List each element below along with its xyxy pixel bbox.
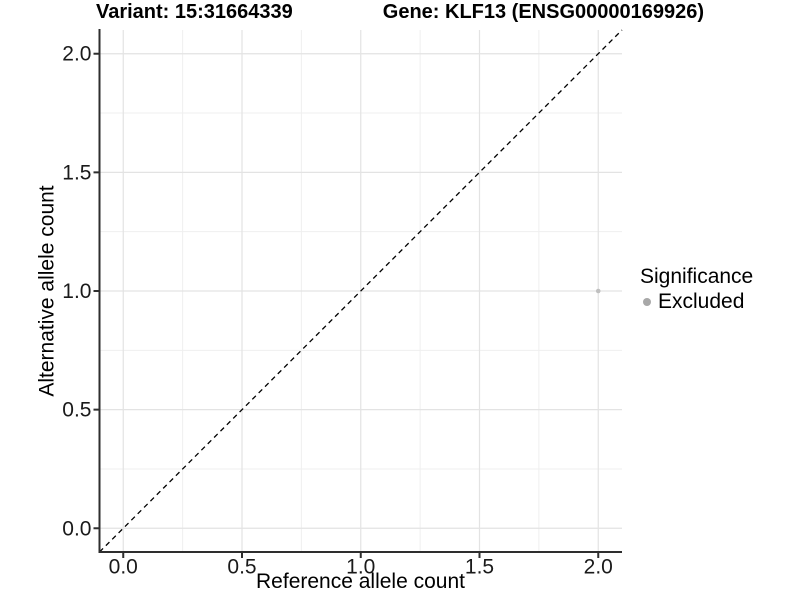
plot-title-gene: Gene: KLF13 (ENSG00000169926) xyxy=(382,1,705,23)
x-tick-label: 1.5 xyxy=(465,555,494,578)
x-tick-label: 1.0 xyxy=(346,555,375,578)
legend-item-excluded: Excluded xyxy=(640,290,753,314)
legend-title: Significance xyxy=(640,265,754,288)
x-tick-label: 0.5 xyxy=(227,555,256,578)
legend: Significance Excluded xyxy=(640,266,753,314)
x-tick-label: 0.0 xyxy=(109,555,138,578)
y-tick-label: 1.0 xyxy=(62,280,91,303)
y-tick-label: 0.0 xyxy=(62,517,91,540)
legend-item-label: Excluded xyxy=(658,290,745,313)
y-tick-label: 1.5 xyxy=(62,161,91,184)
y-axis-title-wrap: Alternative allele count xyxy=(34,30,62,552)
data-point-excluded xyxy=(595,288,601,294)
x-tick-label: 2.0 xyxy=(584,555,613,578)
y-axis-title: Alternative allele count xyxy=(36,185,60,397)
y-tick-label: 0.5 xyxy=(62,399,91,422)
y-tick-label: 2.0 xyxy=(62,43,91,66)
plot-title: Variant: 15:31664339 Gene: KLF13 (ENSG00… xyxy=(0,0,800,24)
identity-dashed-line xyxy=(99,29,623,553)
x-axis-title: Reference allele count xyxy=(256,570,465,593)
legend-key-dot xyxy=(643,298,651,306)
plot-title-variant: Variant: 15:31664339 xyxy=(95,1,293,23)
